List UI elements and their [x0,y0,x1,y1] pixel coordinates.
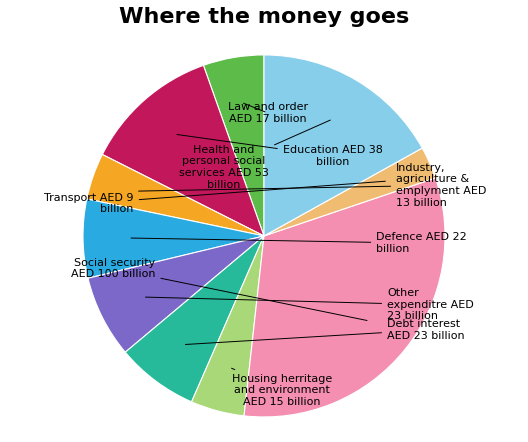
Text: Social security
AED 100 billion: Social security AED 100 billion [71,258,367,320]
Text: Defence AED 22
billion: Defence AED 22 billion [131,232,467,254]
Text: Industry,
agriculture &
emplyment AED
13 billion: Industry, agriculture & emplyment AED 13… [139,163,486,208]
Wedge shape [244,178,445,417]
Wedge shape [102,65,264,236]
Wedge shape [203,55,264,236]
Text: Law and order
AED 17 billion: Law and order AED 17 billion [228,102,308,124]
Title: Where the money goes: Where the money goes [119,7,409,27]
Text: Transport AED 9
billion: Transport AED 9 billion [44,181,385,214]
Wedge shape [83,199,264,278]
Text: Education AED 38
billion: Education AED 38 billion [177,134,383,167]
Wedge shape [192,236,264,416]
Text: Health and
personal social
services AED 53
billion: Health and personal social services AED … [179,120,331,190]
Text: Housing herritage
and environment
AED 15 billion: Housing herritage and environment AED 15… [231,368,332,407]
Wedge shape [88,236,264,352]
Wedge shape [125,236,264,402]
Wedge shape [264,55,422,236]
Wedge shape [87,155,264,236]
Text: Debt interest
AED 23 billion: Debt interest AED 23 billion [185,319,465,344]
Wedge shape [264,148,436,236]
Text: Other
expenditre AED
23 billion: Other expenditre AED 23 billion [146,288,474,321]
